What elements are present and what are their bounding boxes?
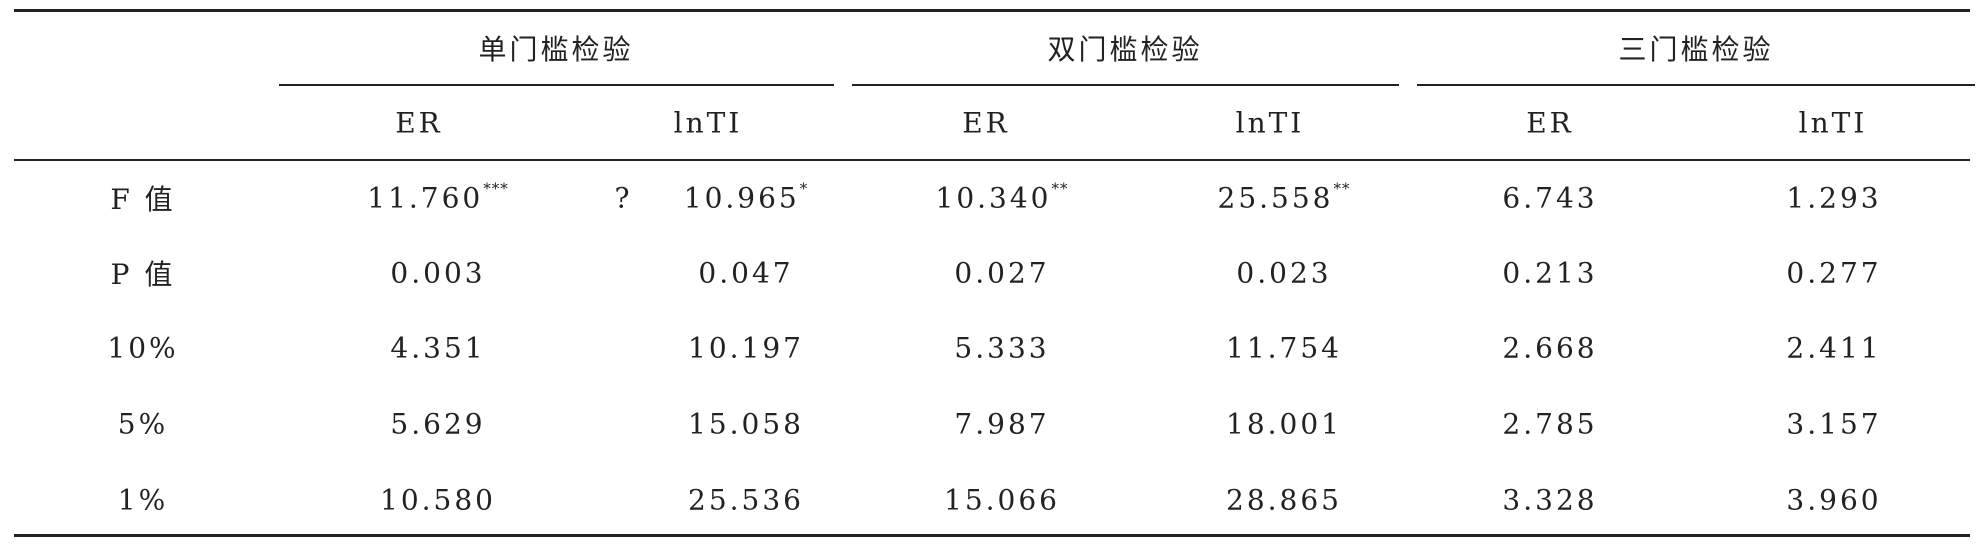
cell: 0.047 xyxy=(698,257,793,290)
group-header: 三门槛检验 xyxy=(1618,33,1774,66)
cell: 4.351 xyxy=(390,332,485,365)
row-label: F 值 xyxy=(110,183,176,216)
cell: 3.157 xyxy=(1786,408,1881,441)
cell-value: 5.333 xyxy=(954,331,1050,365)
group-rule xyxy=(279,84,834,86)
cell: 2.785 xyxy=(1502,408,1597,441)
top-rule xyxy=(14,9,1970,12)
cell: 11.760*** xyxy=(367,179,509,215)
column-header: ER xyxy=(1526,106,1574,140)
cell-value: 3.157 xyxy=(1786,407,1882,441)
row-label: P 值 xyxy=(110,258,176,291)
cell-value: 2.668 xyxy=(1502,331,1598,365)
cell: 10.580 xyxy=(380,484,496,517)
cell-value: 4.351 xyxy=(390,331,486,365)
cell: 15.058 xyxy=(688,408,804,441)
row-label: 10% xyxy=(107,331,179,365)
cell: 0.277 xyxy=(1786,257,1881,290)
cell-value: 15.066 xyxy=(944,483,1060,517)
cell-value: 18.001 xyxy=(1226,407,1342,441)
cell: 0.213 xyxy=(1502,257,1597,290)
cell: 18.001 xyxy=(1226,408,1342,441)
significance-mark: ** xyxy=(1051,179,1069,198)
cell: 5.333 xyxy=(954,332,1049,365)
cell: 1.293 xyxy=(1786,182,1881,215)
cell: 3.328 xyxy=(1502,484,1597,517)
cell-value: 10.965 xyxy=(683,181,800,215)
cell-value: 10.340 xyxy=(935,181,1052,215)
cell-value: 25.536 xyxy=(688,483,804,517)
cell-value: 10.580 xyxy=(380,483,496,517)
column-header: lnTI xyxy=(1235,106,1305,140)
cell: 0.023 xyxy=(1236,257,1331,290)
significance-mark: * xyxy=(799,179,809,198)
column-header: ER xyxy=(395,106,443,140)
cell: 25.558** xyxy=(1217,179,1351,215)
cell-value: 25.558 xyxy=(1217,181,1334,215)
cell-value: 7.987 xyxy=(954,407,1050,441)
cell: 10.965* xyxy=(683,179,809,215)
cell: 10.340** xyxy=(935,179,1069,215)
cell: 0.027 xyxy=(954,257,1049,290)
cell-value: 0.277 xyxy=(1786,256,1882,290)
cell: 5.629 xyxy=(390,408,485,441)
cell: 2.668 xyxy=(1502,332,1597,365)
cell-value: 10.197 xyxy=(688,331,804,365)
cell: 25.536 xyxy=(688,484,804,517)
cell: 15.066 xyxy=(944,484,1060,517)
cell: 2.411 xyxy=(1786,332,1881,365)
cell-value: 11.754 xyxy=(1226,331,1342,365)
row-label: 1% xyxy=(117,483,169,517)
cell-value: 0.003 xyxy=(390,256,486,290)
column-header: lnTI xyxy=(1798,106,1868,140)
cell: 3.960 xyxy=(1786,484,1881,517)
group-header: 单门槛检验 xyxy=(478,33,634,66)
cell-value: 5.629 xyxy=(390,407,486,441)
cell-value: 3.328 xyxy=(1502,483,1598,517)
column-header: ER xyxy=(962,106,1010,140)
cell-value: 11.760 xyxy=(367,181,484,215)
cell: 28.865 xyxy=(1226,484,1342,517)
stray-mark: ? xyxy=(614,181,630,215)
row-label: 5% xyxy=(117,407,169,441)
significance-mark: ** xyxy=(1333,179,1351,198)
column-header: lnTI xyxy=(673,106,743,140)
header-rule xyxy=(14,159,1970,161)
significance-mark: *** xyxy=(483,179,509,198)
cell: 10.197 xyxy=(688,332,804,365)
cell-value: 0.213 xyxy=(1502,256,1598,290)
group-rule xyxy=(1417,84,1975,86)
cell-value: 0.023 xyxy=(1236,256,1332,290)
group-rule xyxy=(852,84,1399,86)
cell-value: 2.785 xyxy=(1502,407,1598,441)
cell-value: 0.027 xyxy=(954,256,1050,290)
cell-value: 6.743 xyxy=(1502,181,1598,215)
bottom-rule xyxy=(14,534,1970,537)
cell: 6.743 xyxy=(1502,182,1597,215)
cell: 7.987 xyxy=(954,408,1049,441)
cell-value: 15.058 xyxy=(688,407,804,441)
cell-value: 28.865 xyxy=(1226,483,1342,517)
cell-value: 3.960 xyxy=(1786,483,1882,517)
cell-value: 0.047 xyxy=(698,256,794,290)
cell-value: 1.293 xyxy=(1786,181,1882,215)
cell: 11.754 xyxy=(1226,332,1342,365)
group-header: 双门槛检验 xyxy=(1047,33,1203,66)
cell: 0.003 xyxy=(390,257,485,290)
cell-value: 2.411 xyxy=(1786,331,1882,365)
